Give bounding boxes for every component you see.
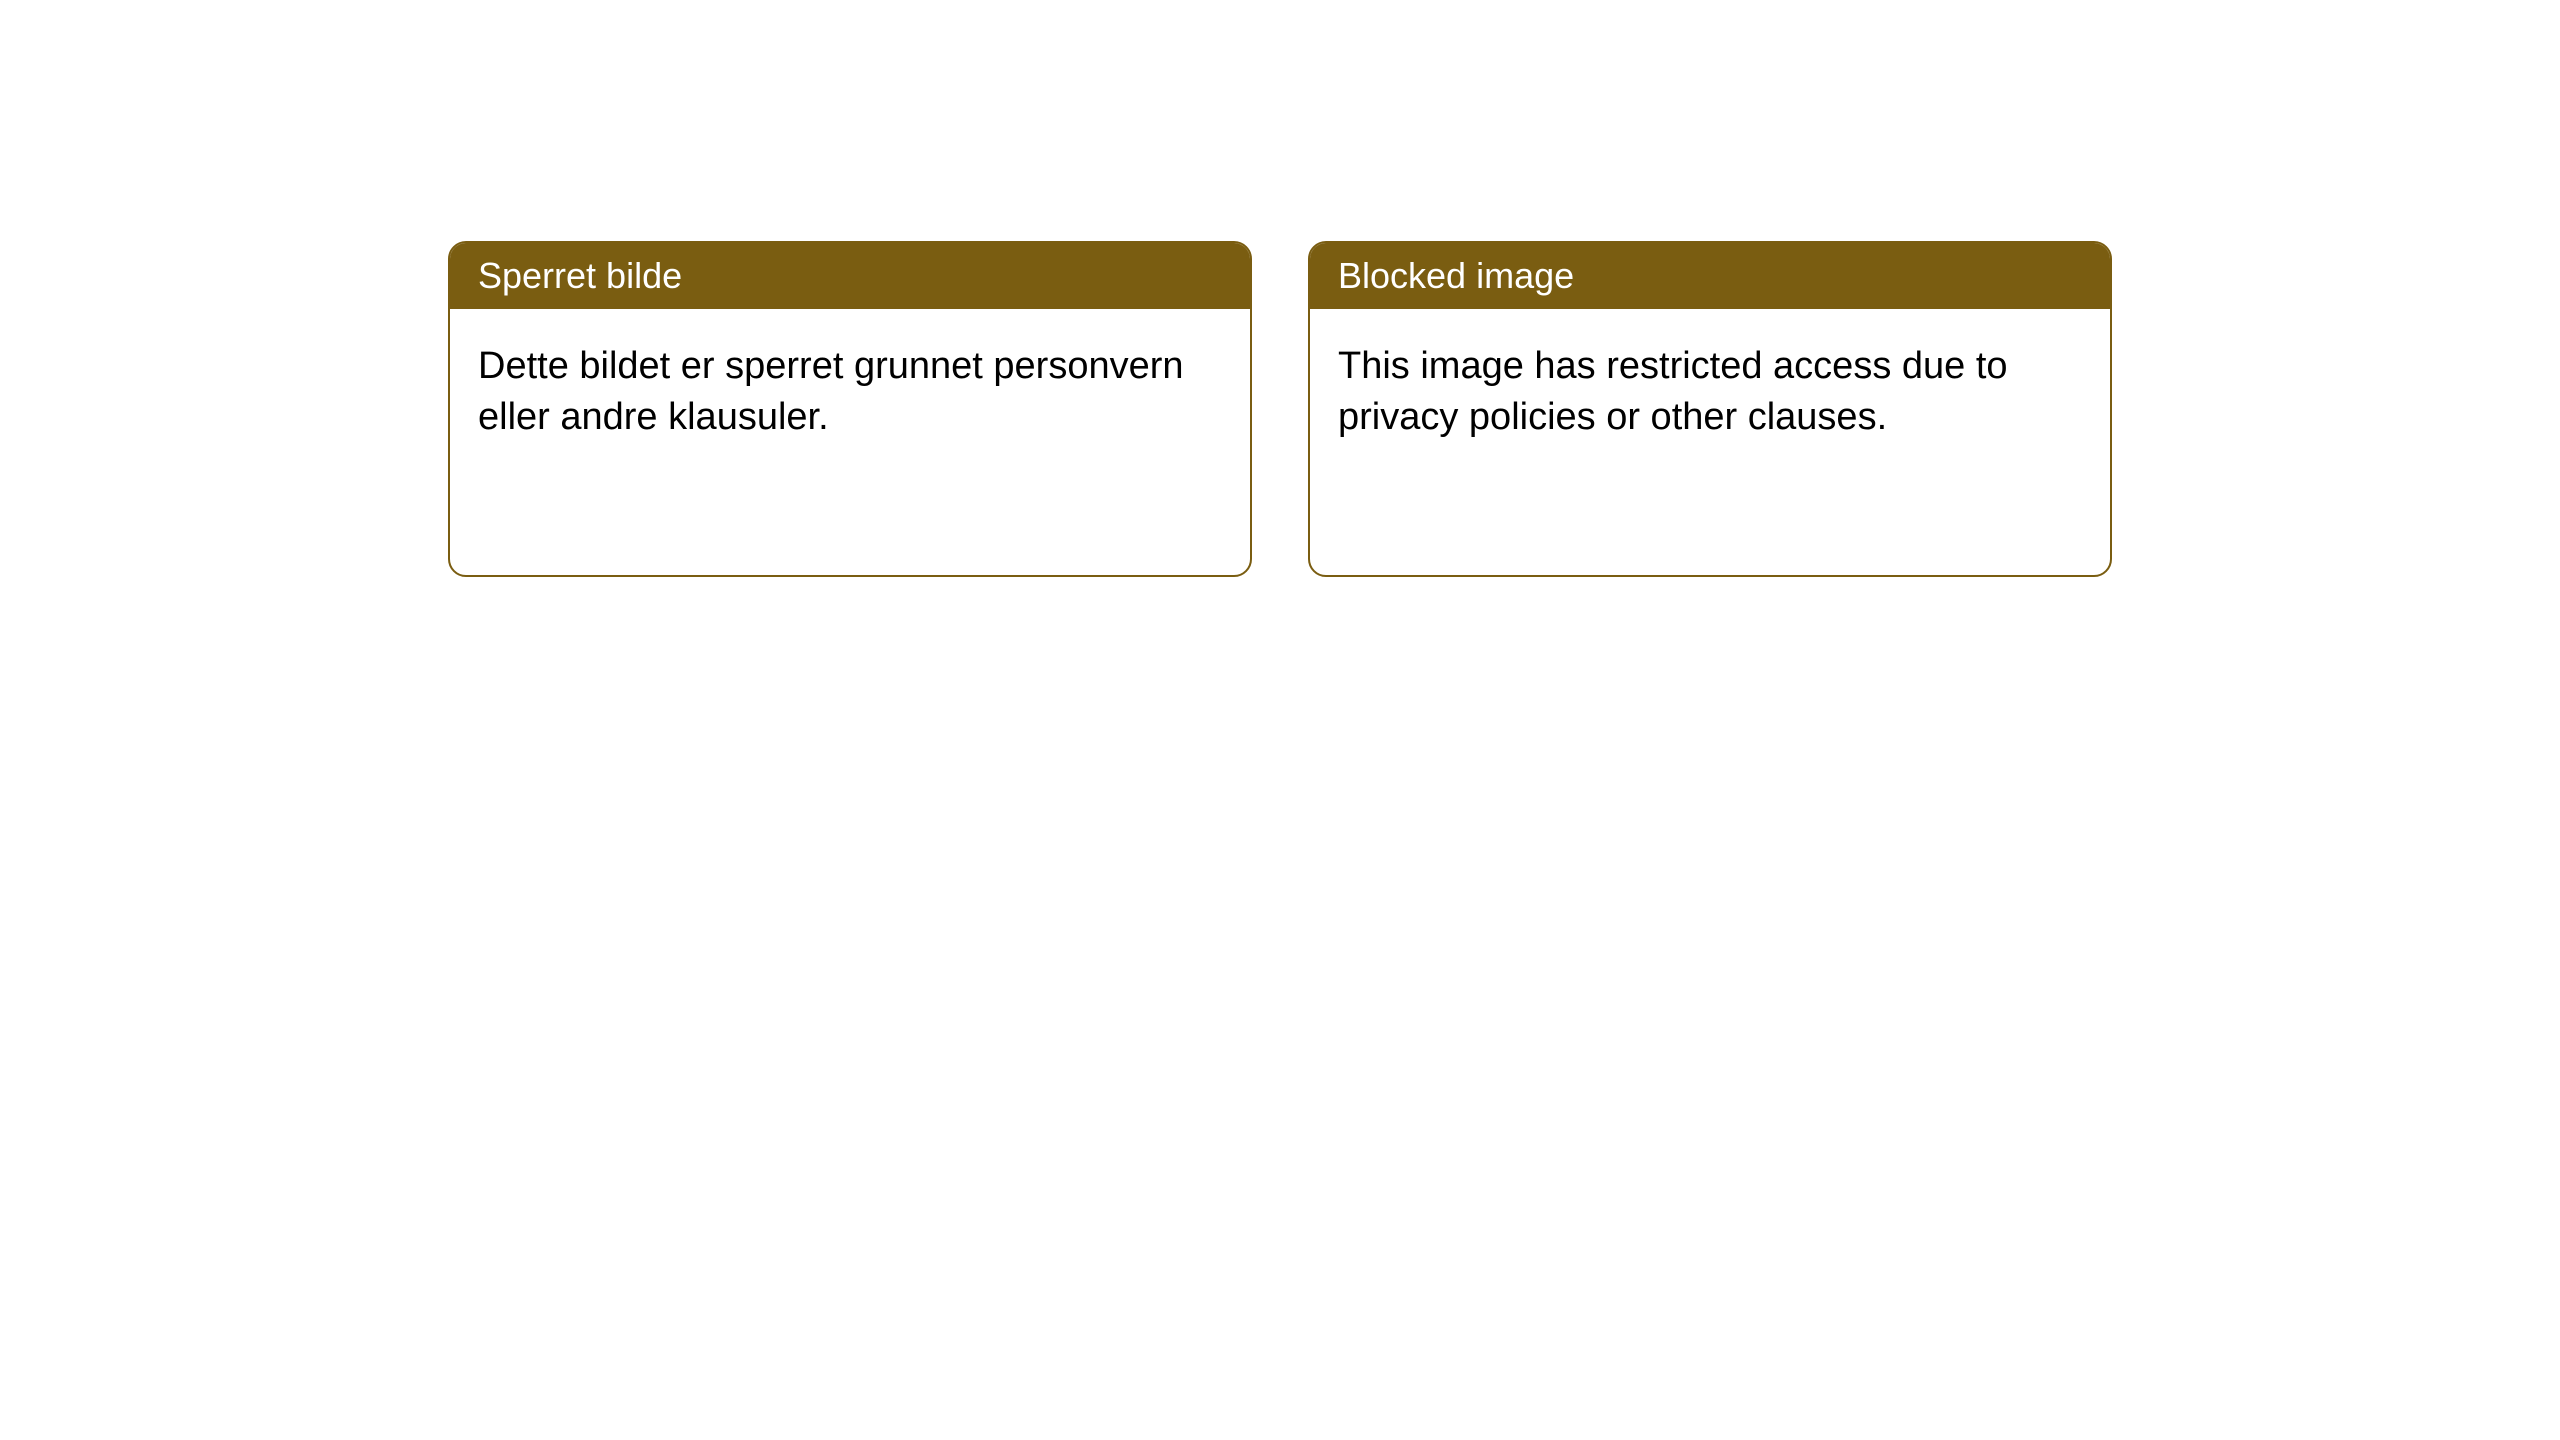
blocked-image-card-no: Sperret bilde Dette bildet er sperret gr… [448, 241, 1252, 577]
card-body: This image has restricted access due to … [1310, 309, 2110, 476]
card-header: Blocked image [1310, 243, 2110, 309]
card-title: Blocked image [1338, 255, 1574, 296]
card-body-text: Dette bildet er sperret grunnet personve… [478, 345, 1184, 438]
card-body-text: This image has restricted access due to … [1338, 345, 2008, 438]
notice-container: Sperret bilde Dette bildet er sperret gr… [0, 0, 2560, 577]
blocked-image-card-en: Blocked image This image has restricted … [1308, 241, 2112, 577]
card-title: Sperret bilde [478, 255, 682, 296]
card-body: Dette bildet er sperret grunnet personve… [450, 309, 1250, 476]
card-header: Sperret bilde [450, 243, 1250, 309]
